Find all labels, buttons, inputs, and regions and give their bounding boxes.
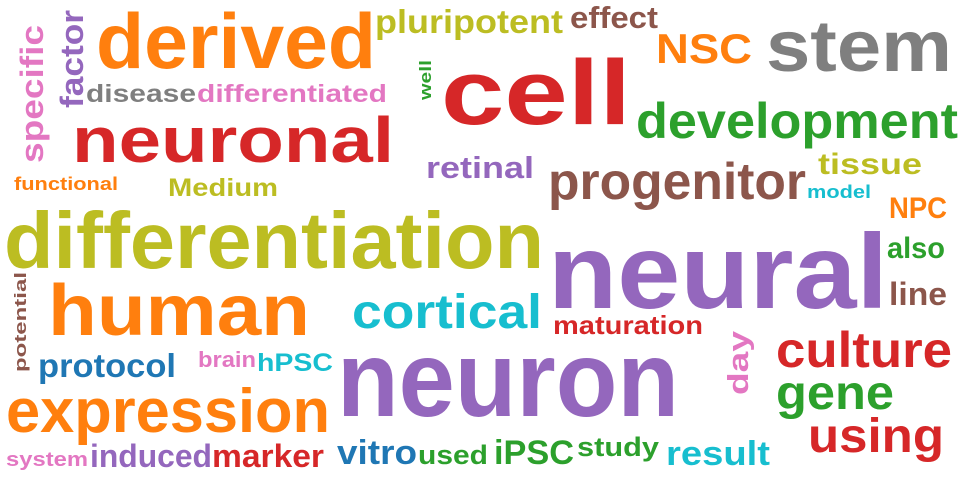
word-differentiated: differentiated <box>197 80 387 108</box>
word-tissue: tissue <box>818 148 922 181</box>
word-line: line <box>889 276 947 312</box>
word-day: day <box>723 331 755 395</box>
word-neuronal: neuronal <box>72 104 394 176</box>
word-study: study <box>577 432 659 462</box>
word-neuron: neuron <box>337 318 679 439</box>
word-functional: functional <box>14 174 118 194</box>
word-gene: gene <box>776 367 894 420</box>
word-expression: expression <box>6 377 330 446</box>
word-derived: derived <box>96 0 376 85</box>
word-vitro: vitro <box>337 434 417 472</box>
word-system: system <box>6 449 88 471</box>
word-effect: effect <box>570 0 658 35</box>
word-induced: induced <box>90 438 212 474</box>
word-differentiation: differentiation <box>4 196 544 285</box>
word-retinal: retinal <box>426 150 534 185</box>
word-cortical: cortical <box>352 286 542 339</box>
word-protocol: protocol <box>38 347 176 384</box>
word-potential: potential <box>11 272 30 372</box>
word-model: model <box>807 182 871 202</box>
word-factor: factor <box>54 10 90 108</box>
word-pluripotent: pluripotent <box>375 3 563 40</box>
word-neural: neural <box>548 213 888 331</box>
word-npc: NPC <box>889 192 947 225</box>
word-disease: disease <box>86 80 196 108</box>
word-marker: marker <box>212 438 324 474</box>
word-medium: Medium <box>168 174 278 202</box>
word-well: well <box>416 60 435 101</box>
word-maturation: maturation <box>553 310 703 340</box>
word-cell: cell <box>441 42 631 144</box>
word-also: also <box>887 232 945 265</box>
word-human: human <box>48 271 310 351</box>
word-hpsc: hPSC <box>257 349 333 377</box>
word-brain: brain <box>198 347 256 372</box>
word-used: used <box>418 440 488 470</box>
word-progenitor: progenitor <box>548 153 806 211</box>
word-stem: stem <box>766 7 952 87</box>
word-development: development <box>636 93 958 149</box>
word-culture: culture <box>776 322 952 378</box>
word-using: using <box>808 410 944 463</box>
word-specific: specific <box>14 25 50 163</box>
word-result: result <box>666 435 770 473</box>
word-ipsc: iPSC <box>494 434 574 472</box>
word-nsc: NSC <box>656 25 752 72</box>
